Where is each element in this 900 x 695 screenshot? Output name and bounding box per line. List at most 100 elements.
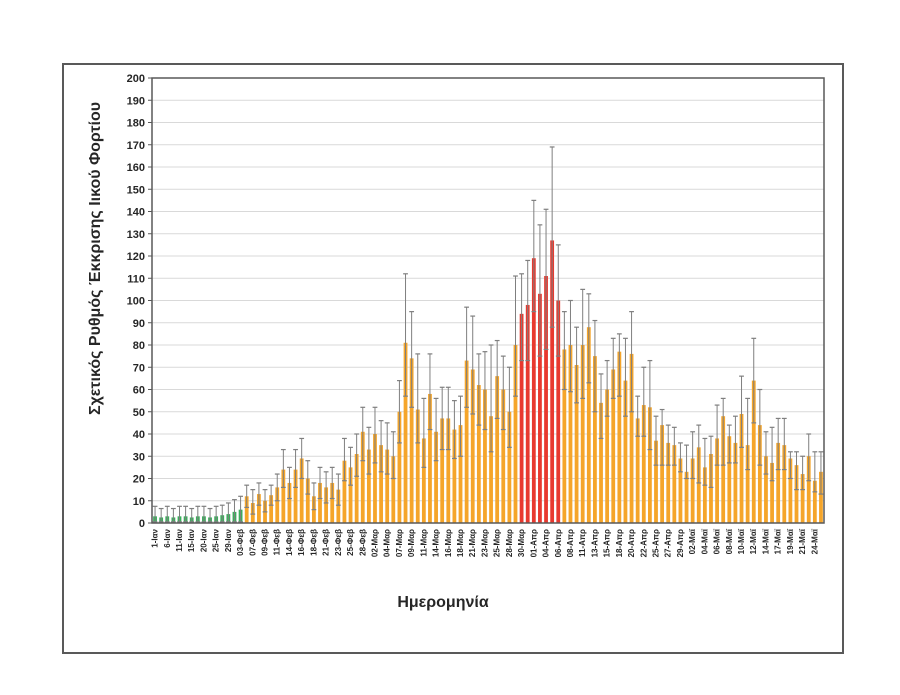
bar — [525, 304, 530, 523]
bar — [684, 471, 689, 523]
svg-text:140: 140 — [127, 207, 145, 219]
bar — [733, 442, 738, 523]
bar — [281, 469, 286, 523]
x-tick-label: 21-Φεβ — [322, 529, 331, 556]
bar — [599, 402, 603, 523]
bar — [348, 467, 353, 524]
bar — [330, 482, 335, 523]
x-tick-label: 01-Απρ — [529, 529, 538, 557]
bar — [470, 369, 475, 523]
bar — [562, 349, 567, 523]
bar — [458, 425, 463, 523]
bar — [574, 365, 579, 523]
bar — [507, 411, 512, 523]
bar — [495, 376, 500, 523]
y-axis-tick-labels: 0 10 20 30 40 50 60 70 80 90 100 110 120 130 140 150 160… — [127, 73, 152, 530]
bar — [776, 442, 781, 523]
x-axis-tick-labels: 1-Ιαν 6-Ιαν 11-Ιαν 15-Ιαν 20-Ιαν 25-Ιαν 29-Ιαν… — [151, 528, 820, 557]
x-tick-label: 28-Μαρ — [505, 529, 514, 557]
bar — [538, 293, 542, 523]
x-tick-label: 14-Μαρ — [432, 529, 441, 557]
bar — [397, 411, 402, 523]
bar — [757, 425, 762, 523]
x-tick-label: 12-Μαϊ — [749, 528, 758, 554]
x-tick-label: 29-Ιαν — [224, 528, 233, 552]
bar — [354, 454, 359, 523]
svg-text:70: 70 — [133, 362, 145, 374]
bar — [360, 431, 365, 523]
bar — [672, 445, 677, 524]
bar — [489, 416, 493, 523]
bar — [739, 413, 744, 523]
bar — [629, 353, 634, 523]
svg-text:60: 60 — [133, 385, 145, 397]
x-tick-label: 17-Μαϊ — [774, 528, 783, 554]
bar — [269, 495, 274, 523]
bar — [647, 407, 652, 523]
bar — [751, 380, 756, 523]
x-tick-label: 13-Απρ — [590, 529, 599, 557]
bar — [464, 360, 469, 523]
bar — [446, 418, 451, 523]
bar — [660, 425, 665, 523]
x-tick-label: 07-Μαρ — [395, 529, 404, 557]
bar — [440, 418, 445, 523]
svg-text:40: 40 — [133, 429, 145, 441]
bar — [483, 389, 487, 523]
x-tick-label: 23-Μαρ — [480, 529, 489, 557]
bar — [415, 409, 420, 523]
x-tick-label: 21-Μαρ — [468, 529, 477, 557]
bar — [434, 431, 438, 523]
bar — [305, 478, 310, 523]
x-tick-label: 15-Απρ — [603, 529, 612, 557]
x-tick-label: 27-Απρ — [664, 529, 673, 557]
x-tick-label: 30-Μαρ — [517, 529, 526, 557]
bar — [678, 458, 683, 523]
y-axis-title: Σχετικός Ρυθμός Έκκρισης Ιικού Φορτίου — [87, 102, 104, 415]
bar — [745, 445, 750, 524]
x-tick-label: 18-Φεβ — [309, 529, 318, 556]
bar — [513, 345, 518, 523]
x-tick-label: 19-Μαϊ — [786, 528, 795, 554]
plot-area-border — [151, 77, 825, 524]
bar — [782, 445, 787, 524]
x-tick-label: 21-Μαϊ — [798, 528, 807, 554]
x-tick-label: 08-Μαϊ — [725, 528, 734, 554]
x-tick-label: 18-Απρ — [615, 529, 624, 557]
bar — [715, 438, 719, 523]
x-tick-label: 28-Φεβ — [358, 529, 367, 556]
svg-text:160: 160 — [127, 162, 145, 174]
bar — [531, 258, 536, 523]
bar — [452, 429, 457, 523]
bar — [373, 434, 377, 523]
bar — [391, 456, 396, 523]
bar — [806, 456, 811, 523]
x-tick-label: 20-Απρ — [627, 529, 636, 557]
bar — [635, 418, 640, 523]
bar — [244, 496, 249, 523]
bar — [421, 438, 426, 523]
bar — [501, 389, 506, 523]
bar — [293, 469, 298, 523]
bar — [696, 447, 701, 523]
x-tick-label: 23-Φεβ — [334, 529, 343, 556]
x-tick-label: 09-Φεβ — [261, 529, 270, 556]
bar — [568, 345, 573, 523]
svg-text:30: 30 — [133, 451, 145, 463]
bar — [727, 436, 732, 523]
x-tick-label: 25-Απρ — [652, 529, 661, 557]
bar — [379, 445, 383, 524]
bar — [556, 300, 561, 523]
svg-text:50: 50 — [133, 407, 145, 419]
x-tick-label: 04-Μαϊ — [700, 528, 709, 554]
bar — [819, 471, 823, 523]
bar — [666, 442, 671, 523]
svg-text:0: 0 — [139, 518, 145, 530]
bar — [550, 240, 555, 523]
svg-text:110: 110 — [127, 273, 145, 285]
svg-text:90: 90 — [133, 318, 145, 330]
svg-text:190: 190 — [127, 95, 145, 107]
x-tick-label: 22-Απρ — [639, 529, 648, 557]
bar — [794, 465, 799, 523]
